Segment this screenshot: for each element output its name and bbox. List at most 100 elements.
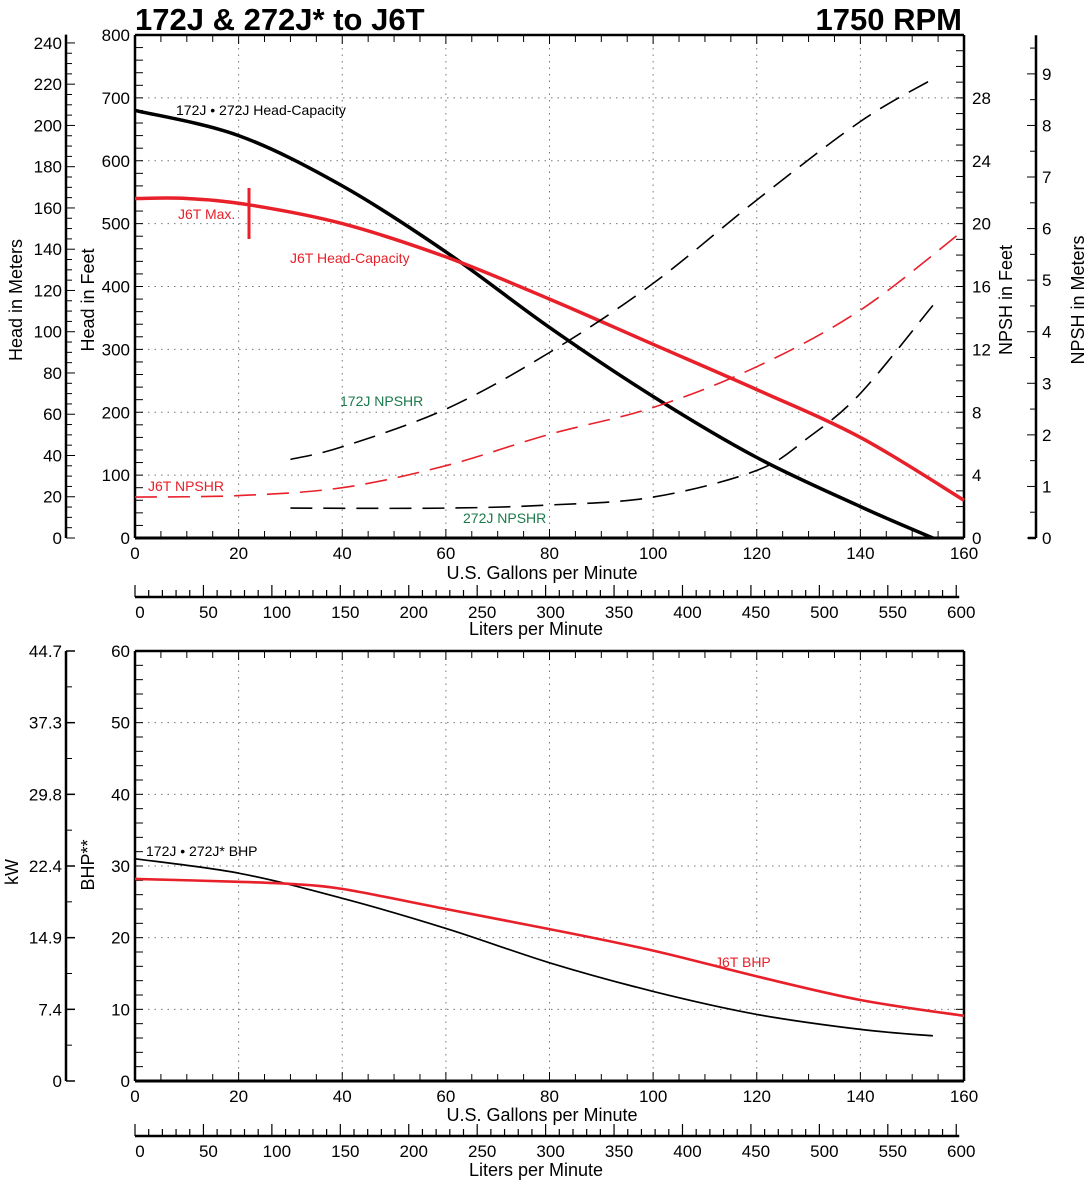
svg-text:250: 250 (468, 1142, 496, 1161)
svg-text:0: 0 (135, 1142, 144, 1161)
svg-text:220: 220 (34, 75, 62, 94)
npsh-meters-label: NPSH in Meters (1068, 235, 1088, 364)
svg-text:1: 1 (1042, 477, 1051, 496)
172j-272j-bhp-curve (134, 857, 933, 1037)
npsh-feet-label: NPSH in Feet (996, 245, 1016, 355)
svg-text:4: 4 (972, 466, 981, 485)
svg-text:40: 40 (333, 1087, 352, 1106)
svg-text:50: 50 (111, 714, 130, 733)
svg-text:0: 0 (972, 529, 981, 548)
svg-text:200: 200 (34, 116, 62, 135)
svg-text:0: 0 (121, 529, 130, 548)
annotation-j6t-bhp: J6T BHP (715, 954, 771, 970)
172j-272j-head-capacity-curve (134, 108, 934, 540)
gpm-axis-label-top: U.S. Gallons per Minute (446, 563, 637, 583)
svg-text:60: 60 (436, 544, 455, 563)
svg-text:600: 600 (947, 1142, 975, 1161)
lpm-axis-label-bottom: Liters per Minute (469, 1160, 603, 1180)
j6t-bhp-curve (134, 877, 965, 1018)
svg-text:100: 100 (639, 544, 667, 563)
svg-text:120: 120 (743, 1087, 771, 1106)
svg-text:160: 160 (34, 199, 62, 218)
svg-text:200: 200 (400, 603, 428, 622)
chart-title: 172J & 272J* to J6T (135, 2, 425, 37)
svg-text:60: 60 (111, 642, 130, 661)
annotation-j6t-max: J6T Max. (178, 206, 235, 222)
svg-text:0: 0 (130, 1087, 139, 1106)
svg-text:8: 8 (972, 403, 981, 422)
svg-text:160: 160 (950, 1087, 978, 1106)
svg-text:0: 0 (1042, 529, 1051, 548)
svg-text:20: 20 (972, 215, 991, 234)
gpm-axis-label-bottom: U.S. Gallons per Minute (446, 1105, 637, 1125)
svg-text:450: 450 (742, 603, 770, 622)
svg-text:300: 300 (102, 340, 130, 359)
svg-text:29.8: 29.8 (29, 785, 62, 804)
svg-text:7.4: 7.4 (38, 1000, 62, 1019)
svg-text:100: 100 (102, 466, 130, 485)
svg-text:250: 250 (468, 603, 496, 622)
svg-text:20: 20 (229, 1087, 248, 1106)
lpm-axis-label-top: Liters per Minute (469, 619, 603, 639)
kw-label: kW (2, 859, 22, 885)
svg-text:0: 0 (130, 544, 139, 563)
svg-text:37.3: 37.3 (29, 714, 62, 733)
svg-text:50: 50 (199, 1142, 218, 1161)
svg-text:150: 150 (331, 603, 359, 622)
272j-npshr-curve (290, 304, 934, 510)
svg-text:0: 0 (53, 1072, 62, 1091)
svg-text:200: 200 (400, 1142, 428, 1161)
head-meters-label: Head in Meters (6, 239, 26, 361)
svg-text:60: 60 (43, 405, 62, 424)
svg-text:9: 9 (1042, 65, 1051, 84)
svg-text:3: 3 (1042, 374, 1051, 393)
svg-text:30: 30 (111, 857, 130, 876)
svg-text:14.9: 14.9 (29, 929, 62, 948)
head-feet-label: Head in Feet (78, 248, 98, 351)
svg-text:2: 2 (1042, 426, 1051, 445)
svg-text:7: 7 (1042, 168, 1051, 187)
svg-text:700: 700 (102, 89, 130, 108)
annotation-j6t-npshr: J6T NPSHR (148, 478, 224, 494)
svg-text:150: 150 (331, 1142, 359, 1161)
svg-text:80: 80 (540, 1087, 559, 1106)
svg-text:400: 400 (673, 1142, 701, 1161)
svg-text:24: 24 (972, 152, 991, 171)
svg-text:6: 6 (1042, 220, 1051, 239)
svg-text:500: 500 (810, 603, 838, 622)
svg-text:5: 5 (1042, 271, 1051, 290)
svg-text:300: 300 (536, 603, 564, 622)
svg-text:40: 40 (111, 785, 130, 804)
annotation-172j-head: 172J • 272J Head-Capacity (176, 102, 346, 118)
svg-text:100: 100 (263, 603, 291, 622)
svg-text:350: 350 (605, 603, 633, 622)
svg-text:4: 4 (1042, 323, 1051, 342)
svg-text:240: 240 (34, 34, 62, 53)
svg-text:350: 350 (605, 1142, 633, 1161)
svg-text:20: 20 (229, 544, 248, 563)
svg-text:120: 120 (34, 281, 62, 300)
172j-npshr-curve (290, 78, 934, 461)
svg-text:800: 800 (102, 26, 130, 45)
svg-text:600: 600 (102, 152, 130, 171)
svg-text:22.4: 22.4 (29, 857, 62, 876)
svg-text:16: 16 (972, 278, 991, 297)
svg-text:50: 50 (199, 603, 218, 622)
svg-text:0: 0 (53, 529, 62, 548)
svg-text:400: 400 (673, 603, 701, 622)
svg-text:550: 550 (879, 1142, 907, 1161)
annotation-172j-npshr: 172J NPSHR (340, 393, 423, 409)
rpm-label: 1750 RPM (816, 2, 962, 37)
svg-text:40: 40 (43, 446, 62, 465)
svg-text:550: 550 (879, 603, 907, 622)
svg-text:600: 600 (947, 603, 975, 622)
svg-text:20: 20 (111, 929, 130, 948)
svg-text:40: 40 (333, 544, 352, 563)
svg-text:300: 300 (536, 1142, 564, 1161)
annotation-j6t-head: J6T Head-Capacity (290, 250, 410, 266)
svg-text:100: 100 (34, 323, 62, 342)
svg-text:28: 28 (972, 89, 991, 108)
svg-text:60: 60 (436, 1087, 455, 1106)
svg-text:100: 100 (639, 1087, 667, 1106)
